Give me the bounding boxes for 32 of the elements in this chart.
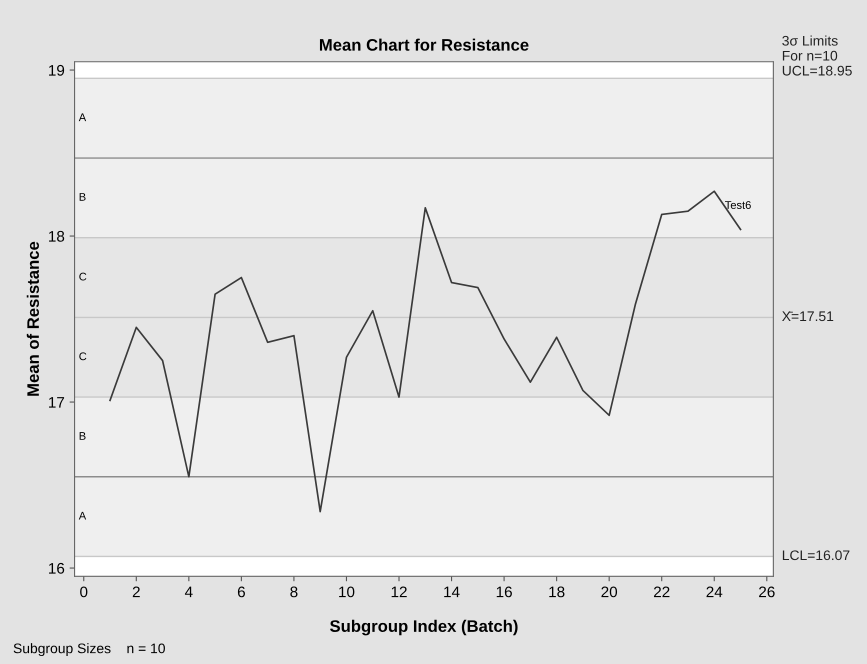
x-tick-label: 18 xyxy=(549,586,564,598)
annotation: A xyxy=(78,113,86,122)
x-tick-label: 16 xyxy=(496,586,512,598)
y-tick-label: 18 xyxy=(49,230,64,242)
ref-line-label: 3σ Limits For n=10 UCL=18.95 xyxy=(782,35,852,76)
annotation: B xyxy=(80,193,86,201)
x-tick-label: 14 xyxy=(444,586,460,598)
x-tick-label: 26 xyxy=(759,586,775,598)
x-tick-label: 20 xyxy=(601,586,618,598)
y-tick-label: 17 xyxy=(49,397,64,408)
y-axis-title: Mean of Resistance xyxy=(26,242,39,396)
x-tick-label: 22 xyxy=(654,586,670,598)
x-tick-label: 2 xyxy=(132,586,140,598)
x-tick-label: 6 xyxy=(238,586,245,598)
ref-line-label: LCL=16.07 xyxy=(782,550,850,560)
x-axis-title: Subgroup Index (Batch) xyxy=(330,620,518,636)
annotation: C xyxy=(79,272,86,281)
x-tick-label: 0 xyxy=(80,586,88,598)
chart-title: Mean Chart for Resistance xyxy=(320,38,529,51)
x-tick-label: 4 xyxy=(184,586,193,598)
ref-line-label: X̄=17.51 xyxy=(782,311,834,322)
annotation: A xyxy=(78,512,86,520)
x-tick-label: 10 xyxy=(339,586,354,598)
y-tick-label: 16 xyxy=(49,562,64,574)
annotation: B xyxy=(80,432,86,440)
x-tick-label: 24 xyxy=(706,586,722,598)
x-tick-label: 12 xyxy=(392,586,407,598)
text: Subgroup Sizes n = 10 xyxy=(14,643,165,656)
annotation: Test6 xyxy=(725,201,751,209)
y-tick-label: 19 xyxy=(49,64,64,76)
annotation: C xyxy=(79,352,86,360)
x-tick-label: 8 xyxy=(290,586,298,598)
